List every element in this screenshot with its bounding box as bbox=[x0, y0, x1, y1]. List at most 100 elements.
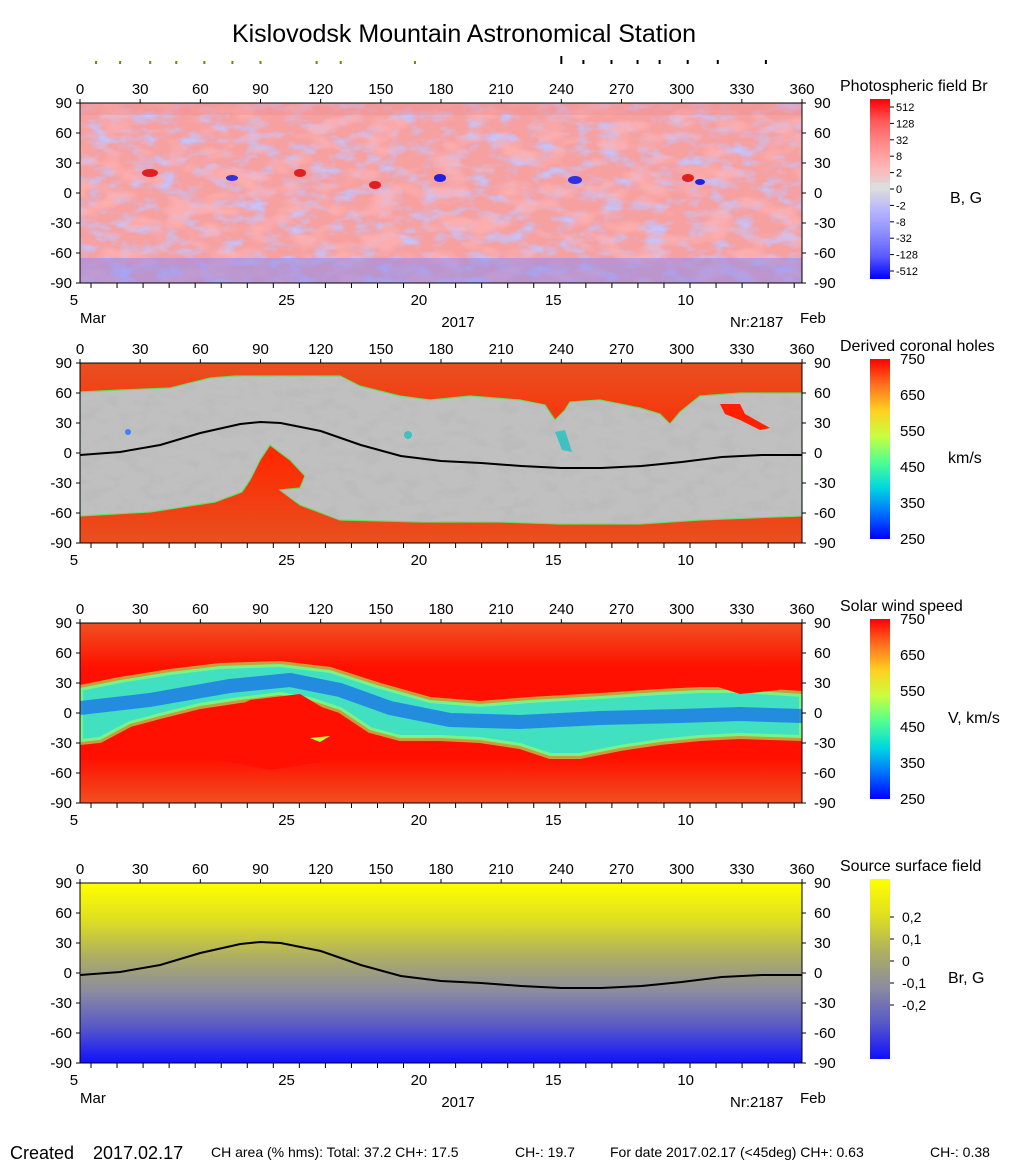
lon-tick-label: 300 bbox=[669, 861, 694, 878]
lon-tick-label: 240 bbox=[549, 861, 574, 878]
colorbar-tick-label: 550 bbox=[900, 683, 925, 700]
carrington-marker bbox=[95, 61, 98, 64]
coronal-holes-map bbox=[80, 363, 802, 543]
lon-tick-label: 0 bbox=[76, 341, 84, 358]
colorbar-tick-label: 750 bbox=[900, 351, 925, 368]
lon-tick-label: 90 bbox=[252, 601, 269, 618]
lat-tick-label-left: 90 bbox=[55, 875, 72, 892]
lon-tick-label: 330 bbox=[729, 861, 754, 878]
lon-tick-label: 180 bbox=[428, 341, 453, 358]
lon-tick-label: 210 bbox=[489, 81, 514, 98]
lat-tick-label-right: -30 bbox=[814, 215, 836, 232]
lon-tick-label: 330 bbox=[729, 601, 754, 618]
neutral-line bbox=[79, 420, 802, 469]
lat-tick-label-right: -90 bbox=[814, 1055, 836, 1072]
lon-tick-label: 240 bbox=[549, 81, 574, 98]
lon-tick-label: 240 bbox=[549, 601, 574, 618]
colorbar-tick-label: 0,2 bbox=[902, 909, 922, 925]
colorbar-tick-label: 512 bbox=[896, 102, 914, 114]
carrington-marker bbox=[686, 60, 689, 64]
coronal-holes-panel bbox=[79, 362, 803, 544]
lat-tick-label-right: 60 bbox=[814, 905, 831, 922]
lat-tick-label-right: 0 bbox=[814, 185, 822, 202]
colorbar-tick-label: -128 bbox=[896, 250, 918, 262]
lon-tick-label: 210 bbox=[489, 861, 514, 878]
lat-tick-label-left: 30 bbox=[55, 675, 72, 692]
lat-tick-label-right: 0 bbox=[814, 965, 822, 982]
lat-tick-label-left: 90 bbox=[55, 95, 72, 112]
panel-title: Source surface field bbox=[840, 858, 981, 875]
colorbar-unit-label: km/s bbox=[948, 450, 982, 467]
rotation-label: Nr:2187 bbox=[730, 1094, 783, 1111]
lon-tick-label: 270 bbox=[609, 81, 634, 98]
rotation-label: Nr:2187 bbox=[730, 314, 783, 331]
lon-tick-label: 150 bbox=[368, 861, 393, 878]
lon-tick-label: 210 bbox=[489, 341, 514, 358]
lon-tick-label: 120 bbox=[308, 81, 333, 98]
lat-tick-label-right: -60 bbox=[814, 765, 836, 782]
colorbar-tick-label: 0,1 bbox=[902, 931, 922, 947]
colorbar-tick-label: 32 bbox=[896, 135, 908, 147]
colorbar-tick-label: -512 bbox=[896, 266, 918, 278]
colorbar-layer: Photospheric field Br 512 128 32 8 2 0 -2 -8 -32 -… bbox=[840, 78, 1000, 1059]
colorbar-tick-label: -8 bbox=[896, 217, 906, 229]
date-label: 20 bbox=[411, 552, 428, 569]
colorbar-tick-label: 250 bbox=[900, 791, 925, 808]
lat-tick-label-right: -60 bbox=[814, 245, 836, 262]
lat-tick-label-right: 30 bbox=[814, 155, 831, 172]
date-label: 25 bbox=[278, 292, 295, 309]
colorbar-tick-label: 650 bbox=[900, 647, 925, 664]
lon-tick-label: 270 bbox=[609, 601, 634, 618]
date-label: 15 bbox=[545, 292, 562, 309]
lat-tick-label-left: 60 bbox=[55, 125, 72, 142]
for-date-ch-minus: CH-: 0.38 bbox=[930, 1144, 990, 1160]
for-date-stats: For date 2017.02.17 (<45deg) CH+: 0.63 bbox=[610, 1144, 864, 1160]
colorbar-tick-label: 450 bbox=[900, 719, 925, 736]
carrington-marker bbox=[716, 60, 719, 64]
neutral-line bbox=[79, 940, 802, 989]
lon-tick-label: 60 bbox=[192, 341, 209, 358]
carrington-marker bbox=[339, 61, 342, 64]
lat-tick-label-right: -90 bbox=[814, 535, 836, 552]
lat-tick-label-right: 60 bbox=[814, 645, 831, 662]
lat-tick-label-left: 0 bbox=[64, 705, 72, 722]
lon-tick-label: 270 bbox=[609, 861, 634, 878]
lon-tick-label: 60 bbox=[192, 81, 209, 98]
page-title: Kislovodsk Mountain Astronomical Station bbox=[231, 20, 697, 48]
date-label: 10 bbox=[677, 552, 694, 569]
colorbar-tick-label: 8 bbox=[896, 151, 902, 163]
lat-tick-label-left: -30 bbox=[50, 735, 72, 752]
lat-tick-label-right: -60 bbox=[814, 505, 836, 522]
date-label: 15 bbox=[545, 552, 562, 569]
date-label: 5 bbox=[70, 812, 78, 829]
carrington-marker bbox=[175, 61, 178, 64]
solar-wind-panel bbox=[79, 622, 803, 804]
lon-tick-label: 300 bbox=[669, 601, 694, 618]
carrington-marker bbox=[582, 60, 585, 64]
lat-tick-label-left: -90 bbox=[50, 275, 72, 292]
lon-tick-label: 360 bbox=[789, 341, 814, 358]
carrington-marker bbox=[636, 60, 639, 64]
lon-tick-label: 60 bbox=[192, 861, 209, 878]
colorbar-unit-label: V, km/s bbox=[948, 710, 1000, 727]
lat-tick-label-left: -60 bbox=[50, 1025, 72, 1042]
lon-tick-label: 90 bbox=[252, 341, 269, 358]
lon-tick-label: 360 bbox=[789, 601, 814, 618]
lat-tick-label-right: -60 bbox=[814, 1025, 836, 1042]
lon-tick-label: 300 bbox=[669, 81, 694, 98]
lat-tick-label-left: 60 bbox=[55, 645, 72, 662]
colorbar-tick-label: 250 bbox=[900, 531, 925, 548]
date-label: 25 bbox=[278, 552, 295, 569]
lat-tick-label-left: 60 bbox=[55, 905, 72, 922]
carrington-marker bbox=[149, 61, 152, 64]
colorbar-tick-label: -0,1 bbox=[902, 975, 926, 991]
lat-tick-label-right: 90 bbox=[814, 615, 831, 632]
carrington-marker bbox=[610, 60, 613, 64]
lon-tick-label: 180 bbox=[428, 861, 453, 878]
lat-tick-label-right: 90 bbox=[814, 95, 831, 112]
date-label: 5 bbox=[70, 552, 78, 569]
lon-tick-label: 240 bbox=[549, 341, 574, 358]
lat-tick-label-right: -90 bbox=[814, 795, 836, 812]
